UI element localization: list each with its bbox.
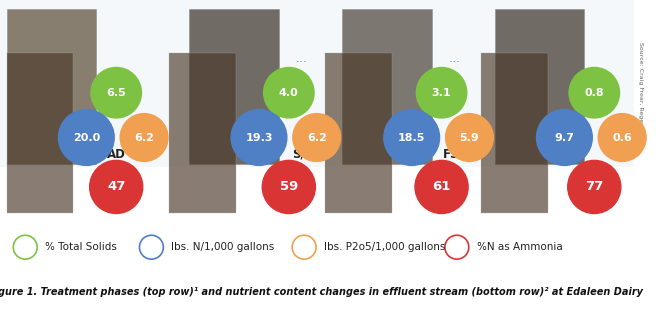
Text: 4.0: 4.0 [279, 88, 299, 98]
Ellipse shape [13, 235, 37, 259]
Bar [481, 53, 548, 213]
Text: 61: 61 [432, 180, 451, 193]
Text: %N as Ammonia: %N as Ammonia [477, 242, 562, 252]
Ellipse shape [569, 67, 620, 118]
Text: % Total Solids: % Total Solids [45, 242, 117, 252]
Ellipse shape [292, 235, 316, 259]
Ellipse shape [90, 160, 143, 214]
Ellipse shape [415, 160, 468, 214]
Ellipse shape [58, 110, 114, 165]
Text: 6.5: 6.5 [106, 88, 126, 98]
Text: FSS: FSS [443, 148, 467, 161]
Bar [495, 9, 584, 164]
Bar [325, 53, 392, 213]
Text: 3.1: 3.1 [432, 88, 452, 98]
Ellipse shape [568, 160, 621, 214]
Ellipse shape [384, 110, 440, 165]
Bar [189, 9, 279, 164]
Bar [342, 9, 432, 164]
Text: lbs. P2o5/1,000 gallons: lbs. P2o5/1,000 gallons [324, 242, 446, 252]
Text: 47: 47 [107, 180, 125, 193]
Text: S/L: S/L [292, 148, 312, 161]
Text: AD: AD [107, 148, 125, 161]
Text: 9.7: 9.7 [554, 133, 574, 142]
Bar [0, 0, 634, 167]
Bar [7, 53, 73, 213]
Ellipse shape [262, 160, 315, 214]
Text: Source: Craig Frear, Regenis: Source: Craig Frear, Regenis [638, 42, 643, 131]
Ellipse shape [445, 235, 469, 259]
Ellipse shape [598, 114, 646, 161]
Text: 0.8: 0.8 [584, 88, 604, 98]
Text: 59: 59 [280, 180, 298, 193]
Text: Figure 1. Treatment phases (top row)¹ and nutrient content changes in effluent s: Figure 1. Treatment phases (top row)¹ an… [0, 287, 643, 297]
Ellipse shape [139, 235, 163, 259]
Text: 0.6: 0.6 [612, 133, 632, 142]
Bar [169, 53, 236, 213]
Text: 6.2: 6.2 [134, 133, 154, 142]
Ellipse shape [91, 67, 141, 118]
Ellipse shape [416, 67, 467, 118]
Text: 6.2: 6.2 [307, 133, 327, 142]
Text: lbs. N/1,000 gallons: lbs. N/1,000 gallons [171, 242, 274, 252]
Ellipse shape [446, 114, 493, 161]
Text: 🔥: 🔥 [110, 77, 122, 96]
Ellipse shape [537, 110, 592, 165]
Ellipse shape [120, 114, 168, 161]
Text: 18.5: 18.5 [398, 133, 426, 142]
Text: 19.3: 19.3 [245, 133, 273, 142]
Ellipse shape [231, 110, 287, 165]
Bar [7, 9, 96, 164]
Text: ···
··
·: ··· ·· · [296, 56, 308, 99]
Text: 5.9: 5.9 [459, 133, 479, 142]
Text: 20.0: 20.0 [72, 133, 100, 142]
Ellipse shape [293, 114, 341, 161]
Text: ···
··
·: ··· ·· · [449, 56, 461, 99]
Text: 77: 77 [585, 180, 604, 193]
Ellipse shape [264, 67, 314, 118]
